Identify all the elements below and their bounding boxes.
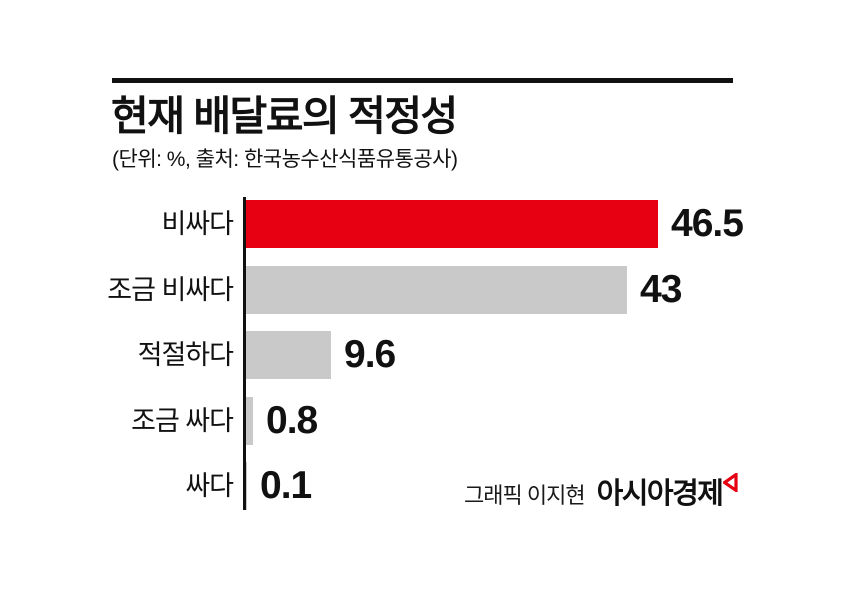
chart-row: 적절하다 9.6 bbox=[0, 331, 846, 379]
bar bbox=[246, 396, 253, 445]
bar bbox=[246, 331, 331, 379]
credit-line: 그래픽 이지현 아시아경제 bbox=[464, 470, 739, 512]
chart-row: 싸다 0.1 bbox=[0, 462, 846, 510]
chart-title: 현재 배달료의 적정성 bbox=[111, 93, 458, 139]
category-label: 조금 비싸다 bbox=[107, 274, 234, 305]
credit-text: 그래픽 이지현 bbox=[464, 483, 586, 508]
chart-row: 조금 싸다 0.8 bbox=[0, 396, 846, 445]
brand-logo-icon bbox=[722, 471, 739, 497]
chart-row: 조금 비싸다 43 bbox=[0, 265, 846, 314]
value-label: 43 bbox=[640, 267, 682, 311]
top-rule bbox=[112, 78, 733, 83]
bar bbox=[246, 200, 658, 248]
bar bbox=[246, 265, 627, 314]
chart-row: 비싸다 46.5 bbox=[0, 200, 846, 248]
value-label: 9.6 bbox=[344, 333, 396, 376]
chart-subtitle: (단위: %, 출처: 한국농수산식품유통공사) bbox=[112, 148, 458, 171]
category-label: 적절하다 bbox=[137, 340, 234, 370]
value-label: 0.8 bbox=[266, 398, 318, 442]
brand-logo-text: 아시아경제 bbox=[596, 478, 724, 510]
category-label: 조금 싸다 bbox=[131, 405, 234, 436]
bar-chart: 비싸다 46.5 조금 비싸다 43 적절하다 9.6 조금 싸다 0.8 싸다 0.1 bbox=[0, 197, 846, 512]
category-label: 비싸다 bbox=[161, 209, 234, 239]
bar bbox=[246, 462, 247, 510]
value-label: 0.1 bbox=[260, 464, 312, 507]
value-label: 46.5 bbox=[671, 202, 744, 245]
axis-line bbox=[243, 197, 246, 510]
category-label: 싸다 bbox=[185, 471, 234, 501]
